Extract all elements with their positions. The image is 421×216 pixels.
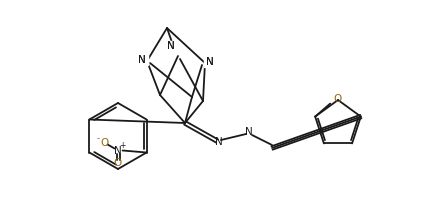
Bar [136, 55, 148, 65]
Text: N: N [167, 41, 175, 51]
Text: N: N [206, 57, 214, 67]
Bar [165, 41, 177, 51]
Text: O: O [113, 157, 122, 167]
Text: N: N [245, 127, 253, 137]
Text: N: N [138, 55, 146, 65]
Text: N: N [167, 41, 175, 51]
Bar [204, 57, 216, 67]
Text: O: O [334, 94, 342, 104]
Text: N: N [215, 137, 223, 147]
Text: -: - [97, 134, 100, 143]
Text: N: N [114, 146, 121, 156]
Text: +: + [120, 141, 126, 150]
Text: N: N [206, 57, 214, 67]
Text: N: N [138, 55, 146, 65]
Text: O: O [101, 138, 109, 148]
